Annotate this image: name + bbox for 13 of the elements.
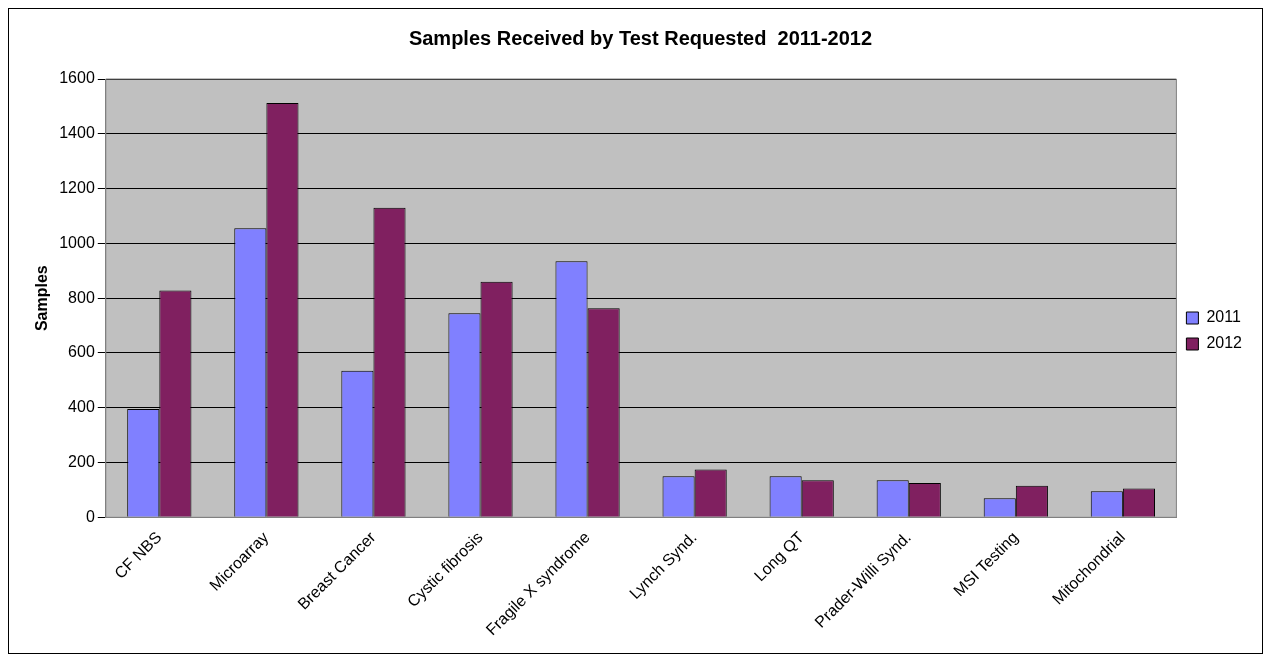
y-tick-label: 600 (68, 343, 95, 361)
y-tick-label: 0 (85, 507, 95, 525)
legend-label: 2012 (1206, 334, 1243, 352)
y-axis-title: Samples (33, 265, 51, 332)
chart-title: Samples Received by Test Requested 2011-2012 (408, 26, 873, 49)
y-tick-label: 1200 (59, 178, 95, 196)
y-tick-label: 1000 (59, 233, 95, 251)
y-tick-label: 1600 (59, 69, 95, 87)
y-tick-label: 400 (68, 398, 95, 416)
y-tick-label: 800 (68, 288, 95, 306)
legend-label: 2011 (1206, 308, 1241, 326)
y-tick-label: 1400 (59, 124, 95, 142)
y-tick-label: 200 (68, 452, 95, 470)
